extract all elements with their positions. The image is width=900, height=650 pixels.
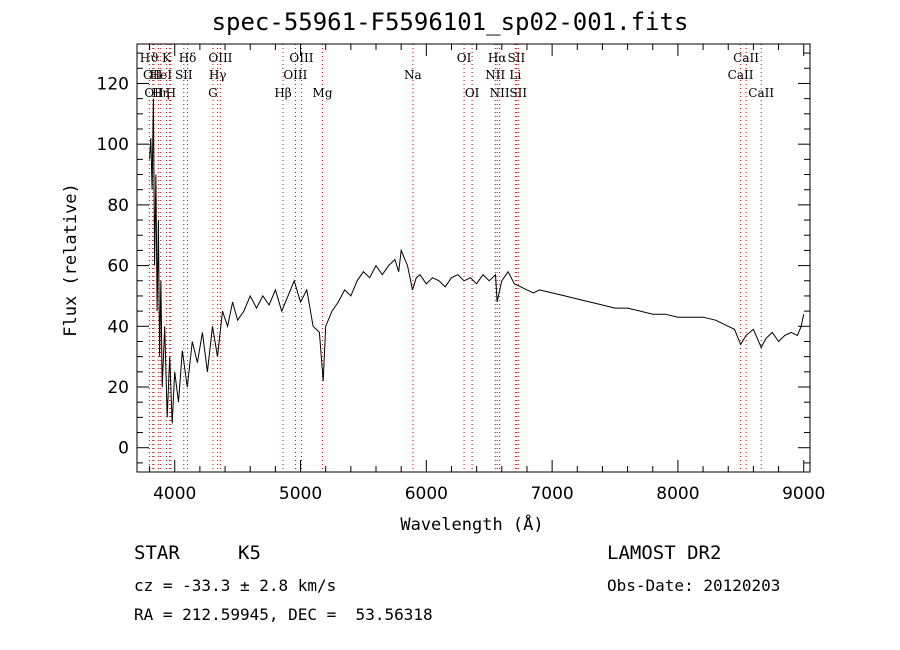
survey-name: LAMOST DR2	[607, 542, 722, 564]
spectral-line-label: Hϑ	[140, 51, 159, 65]
y-tick-label: 80	[107, 196, 129, 216]
spectral-line-label: OIII	[208, 51, 232, 65]
spectral-line-label: Hγ	[209, 68, 227, 82]
chart-title: spec-55961-F5596101_sp02-001.fits	[211, 8, 689, 36]
object-subclass: K5	[238, 542, 261, 564]
spectral-line-label: Hη	[152, 86, 170, 100]
spectral-line-markers	[148, 44, 762, 472]
object-class: STAR	[134, 542, 180, 564]
spectral-line-label: Hα	[488, 51, 507, 65]
spectral-line-label: SII	[508, 51, 526, 65]
spectral-line-label: He	[150, 68, 168, 82]
spectral-line-label: Mg	[313, 86, 333, 100]
y-axis-label: Flux (relative)	[61, 183, 81, 337]
spectral-line-label: K	[162, 51, 172, 65]
spectral-line-label: Hδ	[179, 51, 197, 65]
x-tick-label: 7000	[530, 484, 573, 504]
y-tick-label: 0	[118, 439, 129, 459]
spectral-line-label: OIII	[289, 51, 313, 65]
x-tick-label: 9000	[782, 484, 825, 504]
axis-ticks	[137, 44, 810, 472]
tick-labels: 4000 5000 6000 7000 8000 9000 0 20 40 60 80 100 120	[97, 74, 826, 504]
spectral-line-label: NII	[490, 86, 510, 100]
spectral-line-label: CaII	[748, 86, 774, 100]
spectral-line-label: CaII	[728, 68, 754, 82]
spectral-line-label: Na	[404, 68, 422, 82]
y-tick-label: 60	[107, 257, 129, 277]
spectral-line-label: OII	[144, 86, 164, 100]
spectral-line-label: Hβ	[274, 86, 291, 100]
spectral-line-label: OI	[465, 86, 480, 100]
spectral-line-label: G	[208, 86, 218, 100]
spectral-line-label: OIII	[283, 68, 307, 82]
y-tick-label: 40	[107, 317, 129, 337]
x-tick-label: 5000	[279, 484, 322, 504]
spectral-line-label: H	[166, 86, 176, 100]
y-tick-label: 20	[107, 378, 129, 398]
x-axis-label: Wavelength (Å)	[400, 513, 543, 535]
sky-coordinates: RA = 212.59945, DEC = 53.56318	[134, 605, 433, 624]
spectral-line-label: CaII	[733, 51, 759, 65]
spectral-line-label: I	[167, 68, 172, 82]
spectral-line-label: NII	[485, 68, 505, 82]
spectral-line-labels: HϑOIIOIIHeHηKIHSIIHδGHγOIIIHβOIIIOIIIMgN…	[140, 51, 775, 100]
y-tick-label: 120	[97, 74, 129, 94]
plot-frame	[136, 43, 811, 473]
spectral-line-label: SII	[175, 68, 193, 82]
observation-date: Obs-Date: 20120203	[607, 576, 781, 595]
spectral-line-label: Li	[509, 68, 521, 82]
x-tick-label: 8000	[656, 484, 699, 504]
spectral-line-label: SII	[509, 86, 527, 100]
x-tick-label: 4000	[153, 484, 196, 504]
spectral-line-label: OII	[143, 68, 163, 82]
x-tick-label: 6000	[405, 484, 448, 504]
spectral-line-label: OI	[457, 51, 472, 65]
redshift-velocity: cz = -33.3 ± 2.8 km/s	[134, 576, 337, 595]
spectrum-line	[149, 98, 805, 424]
y-tick-label: 100	[97, 135, 129, 155]
